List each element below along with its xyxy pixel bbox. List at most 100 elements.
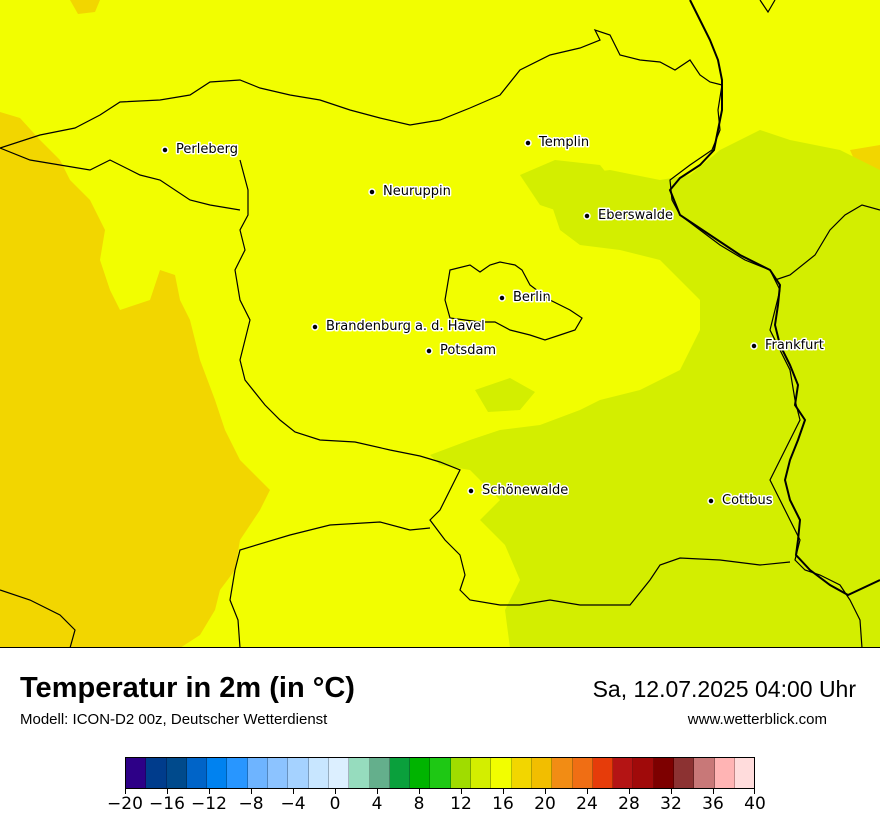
- city-label: Schönewalde: [482, 483, 568, 498]
- city-eberswalde: Eberswalde: [583, 207, 675, 225]
- city-schoenewalde: Schönewalde: [467, 482, 570, 500]
- city-dot: [750, 342, 758, 350]
- temperature-map: Perleberg Neuruppin Templin Eberswalde B…: [0, 0, 880, 648]
- colorbar-tick: [587, 789, 588, 794]
- colorbar-swatch: [613, 758, 634, 788]
- colorbar-swatch: [674, 758, 695, 788]
- map-title: Temperatur in 2m (in °C): [20, 672, 355, 704]
- colorbar-swatch: [653, 758, 675, 788]
- colorbar-tick: [251, 789, 252, 794]
- colorbar-swatch: [734, 758, 755, 788]
- colorbar-tick-label: −20: [107, 794, 143, 814]
- city-label: Neuruppin: [383, 184, 451, 199]
- city-dot: [368, 188, 376, 196]
- colorbar-tick: [503, 789, 504, 794]
- forecast-datetime: Sa, 12.07.2025 04:00 Uhr: [592, 676, 856, 702]
- colorbar-tick-label: 8: [413, 794, 425, 814]
- colorbar-swatch: [349, 758, 370, 788]
- colorbar-tick: [461, 789, 462, 794]
- city-label: Potsdam: [440, 343, 496, 358]
- colorbar-tick: [167, 789, 168, 794]
- colorbar-swatch: [166, 758, 187, 788]
- colorbar-swatch: [146, 758, 167, 788]
- city-label: Frankfurt: [765, 338, 824, 353]
- colorbar-tick: [754, 789, 755, 794]
- colorbar-swatch: [430, 758, 451, 788]
- zone-14-16-templin: [520, 160, 620, 215]
- poland-voivodeship: [774, 204, 880, 281]
- colorbar-swatch: [491, 758, 512, 788]
- colorbar-tick: [335, 789, 336, 794]
- colorbar-swatch: [471, 758, 492, 788]
- colorbar-tick-label: 32: [660, 794, 682, 814]
- city-perleberg: Perleberg: [161, 141, 239, 159]
- state-border-south: [519, 557, 791, 606]
- colorbar-swatch: [511, 758, 532, 788]
- city-berlin: Berlin: [498, 289, 552, 307]
- state-border-w: [0, 147, 241, 211]
- city-frankfurt: Frankfurt: [750, 337, 825, 355]
- colorbar-swatch: [207, 758, 228, 788]
- colorbar-swatch: [694, 758, 715, 788]
- colorbar-tick: [377, 789, 378, 794]
- colorbar-tick: [419, 789, 420, 794]
- colorbar-swatch: [268, 758, 289, 788]
- colorbar-tick: [209, 789, 210, 794]
- colorbar-ticks: −20 −16 −12 −8 −4 0 4 8 12 16 20 24 28 32 36 40: [107, 789, 766, 819]
- colorbar-tick-label: −4: [280, 794, 306, 814]
- city-label: Perleberg: [176, 142, 238, 157]
- city-brandenburg: Brandenburg a. d. Havel: [311, 318, 486, 336]
- colorbar-swatch: [186, 758, 208, 788]
- colorbar-tick-label: 20: [534, 794, 556, 814]
- national-border: [668, 0, 880, 597]
- city-dot: [583, 212, 591, 220]
- colorbar-tick-label: 28: [618, 794, 640, 814]
- national-border-ne: [759, 0, 776, 14]
- city-cottbus: Cottbus: [707, 492, 774, 510]
- colorbar-tick-label: 12: [450, 794, 472, 814]
- map-canvas: Perleberg Neuruppin Templin Eberswalde B…: [0, 0, 880, 647]
- city-label: Eberswalde: [598, 208, 673, 223]
- colorbar-tick-label: −8: [238, 794, 264, 814]
- colorbar-tick-label: 4: [371, 794, 383, 814]
- city-label: Berlin: [513, 290, 551, 305]
- colorbar-swatch: [633, 758, 654, 788]
- website-link[interactable]: www.wetterblick.com: [687, 711, 827, 728]
- city-dot: [425, 347, 433, 355]
- colorbar-swatch: [572, 758, 593, 788]
- city-dot: [161, 146, 169, 154]
- colorbar-swatch: [592, 758, 614, 788]
- zone-18-20-west: [0, 112, 270, 647]
- colorbar-swatch: [247, 758, 269, 788]
- state-border-sw2: [229, 569, 241, 647]
- colorbar-swatch: [288, 758, 309, 788]
- city-dot: [707, 497, 715, 505]
- colorbar-swatch: [369, 758, 390, 788]
- city-neuruppin: Neuruppin: [368, 183, 452, 201]
- colorbar-swatch: [552, 758, 573, 788]
- city-dot: [524, 139, 532, 147]
- model-subtitle: Modell: ICON-D2 00z, Deutscher Wetterdie…: [20, 711, 328, 728]
- colorbar-swatch: [389, 758, 411, 788]
- city-dot: [498, 294, 506, 302]
- zone-14-16-spot: [475, 378, 535, 412]
- colorbar-tick: [629, 789, 630, 794]
- colorbar-swatch: [450, 758, 472, 788]
- state-border-sw: [234, 159, 520, 606]
- zone-14-16-east: [430, 130, 880, 647]
- colorbar-tick-label: 40: [744, 794, 766, 814]
- berlin-border: [444, 261, 583, 341]
- colorbar-tick-label: 36: [702, 794, 724, 814]
- city-templin: Templin: [524, 134, 591, 152]
- colorbar-swatch: [410, 758, 431, 788]
- colorbar-tick-label: −12: [191, 794, 227, 814]
- zone-18-20-north: [70, 0, 100, 14]
- colorbar-tick: [671, 789, 672, 794]
- city-dot: [311, 323, 319, 331]
- colorbar-swatch: [531, 758, 553, 788]
- colorbar-tick-label: 0: [329, 794, 341, 814]
- state-border-sw3: [0, 589, 76, 647]
- colorbar-tick: [125, 789, 126, 794]
- colorbar-swatch: [227, 758, 248, 788]
- colorbar-swatch: [126, 758, 147, 788]
